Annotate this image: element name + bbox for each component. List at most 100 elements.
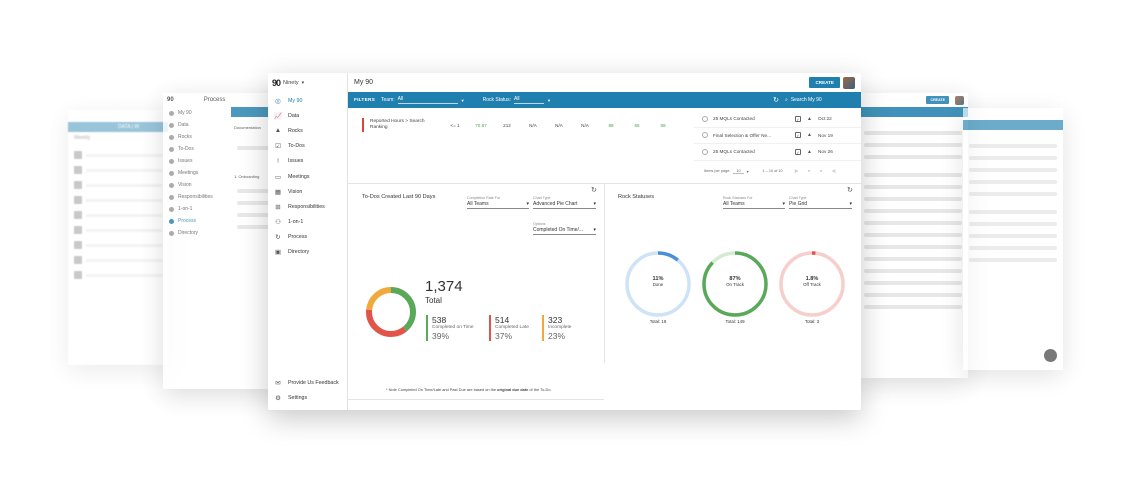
chevron-down-icon: ▾ — [593, 201, 596, 207]
sidebar-item-1-on-1[interactable]: ⚇ 1-on-1 — [268, 215, 347, 230]
chevron-down-icon: ▾ — [301, 80, 305, 86]
sidebar-item-label: Settings — [288, 395, 308, 402]
sidebar-item-label: Data — [288, 112, 300, 119]
item-name: 25 MQLs Contacted — [713, 149, 755, 155]
refresh-icon[interactable]: ↻ — [773, 97, 779, 104]
sidebar-item-responsibilities[interactable]: ⊞ Responsibilities — [268, 199, 347, 214]
documentation-tab[interactable]: Documentation — [234, 125, 261, 130]
gear-icon: ⚙ — [275, 395, 281, 403]
list-item[interactable]: 25 MQLs Contacted ✓ ▲ Oct 22 — [694, 111, 861, 128]
rock-statuses-select[interactable]: Rock Statuses For All Teams ▾ — [723, 196, 785, 209]
search-icon: ⌕ — [785, 97, 788, 103]
target-icon: ◎ — [275, 97, 281, 105]
sidebar-item-label: Responsibilities — [288, 203, 325, 210]
rock-metric-cell: 88 — [608, 122, 614, 128]
status-circle-icon[interactable] — [702, 115, 708, 122]
user-avatar[interactable] — [843, 76, 855, 89]
page-title: My 90 — [354, 79, 374, 86]
sidebar-item-to-dos[interactable]: ☑ To-Dos — [268, 139, 347, 154]
team-filter[interactable]: Team: All ▼ — [381, 96, 465, 104]
main-window: 90 Ninety ▾ ◎ My 90 📈 Data ▲ Rocks ☑ To-Dos ! Iss… — [268, 73, 861, 410]
search-input[interactable]: ⌕ Search My 90 — [785, 97, 822, 103]
sidebar-item-directory[interactable]: ▣ Directory — [268, 245, 347, 260]
rock-metric-cell: <= 1 — [450, 122, 460, 128]
rocks-chart-type-select[interactable]: Chart Type Pie Grid ▾ — [789, 196, 852, 209]
sidebar-item-rocks[interactable]: ▲ Rocks — [268, 123, 347, 138]
checkbox-icon: ☑ — [275, 143, 281, 151]
ring-status-label: Off Track — [803, 282, 821, 287]
ring-center-label: 87% On Track — [705, 276, 765, 287]
stat-label: Completed on Time — [432, 325, 474, 330]
stat-label: Completed Late — [495, 325, 529, 330]
rock-status-ring — [702, 251, 768, 317]
sidebar-item-vision[interactable]: ▦ Vision — [268, 184, 347, 199]
rock-metric-cell: N/A — [555, 122, 563, 128]
divider — [604, 183, 605, 363]
stat-percent: 23% — [548, 331, 566, 341]
sidebar-item-label: To-Dos — [288, 143, 305, 150]
topbar: My 90 CREATE — [348, 73, 861, 92]
rock-metric-cell: 65 — [634, 122, 640, 128]
stat-value: 514 — [495, 315, 510, 325]
sidebar-item-data[interactable]: 📈 Data — [268, 108, 347, 123]
completion-rate-select[interactable]: Completion Rate For All Teams ▾ — [467, 196, 529, 209]
checkbox-icon[interactable]: ✓ — [795, 132, 801, 139]
chevron-down-icon: ▾ — [526, 201, 529, 207]
sidebar-item-meetings[interactable]: ▭ Meetings — [268, 169, 347, 184]
rock-metric-cell: 59 — [660, 122, 666, 128]
rock-row[interactable]: Reported Hours > Search Ranking <= 1 70.6… — [362, 116, 692, 134]
status-circle-icon[interactable] — [702, 132, 708, 139]
mountain-icon: ▲ — [807, 115, 812, 122]
brand[interactable]: 90 Ninety ▾ — [268, 73, 347, 93]
ring-status-label: On Track — [726, 282, 744, 287]
refresh-icon[interactable]: ↻ — [591, 187, 597, 194]
prev-page-icon[interactable]: < — [807, 169, 811, 173]
items-per-page-select[interactable]: 10 — [733, 169, 744, 174]
sidebar-item-process[interactable]: ↻ Process — [268, 230, 347, 245]
donut-slice — [366, 287, 416, 337]
ring-status-label: Done — [652, 282, 664, 287]
people-icon: ⚇ — [275, 219, 281, 227]
background-data-screen: DATA | W Weekly — [68, 110, 168, 365]
footnote: * Note Completed On Time/Late and Past D… — [386, 387, 551, 392]
sidebar-item-issues[interactable]: ! Issues — [268, 154, 347, 169]
todos-donut-chart — [366, 287, 416, 337]
sidebar-item-settings[interactable]: ⚙ Settings — [268, 391, 348, 406]
onboarding-section: 1. Onboarding — [234, 174, 260, 179]
next-page-icon[interactable]: > — [820, 169, 823, 173]
background-process-screen: 90 Process My 90 Data Rocks To-Dos Issue… — [163, 93, 281, 389]
refresh-icon[interactable]: ↻ — [847, 187, 853, 194]
mountain-icon: ▲ — [274, 127, 282, 135]
ring-center-label: 11% Done — [628, 276, 688, 287]
background-issues-screen: CREATE — [858, 93, 968, 378]
chat-fab[interactable] — [1044, 349, 1057, 362]
filter-bar: FILTERS Team: All ▼ Rock Status: All ▼ ↻… — [348, 92, 861, 108]
status-circle-icon[interactable] — [702, 148, 708, 155]
todos-chart-type-select[interactable]: Chart Type Advanced Pie Chart ▾ — [533, 196, 596, 209]
ninety-logo: 90 — [272, 78, 281, 88]
checkbox-icon[interactable]: ✓ — [795, 115, 801, 122]
todos-options-select[interactable]: Options Completed On Time/... ▾ — [533, 222, 596, 235]
sidebar-item-my-90[interactable]: ◎ My 90 — [268, 93, 347, 108]
mountain-icon: ▲ — [807, 132, 812, 139]
rock-status-filter[interactable]: Rock Status: All ▼ — [482, 96, 551, 104]
process-title: Process — [203, 97, 226, 103]
ring-total: Total: 3 — [804, 319, 820, 324]
last-page-icon[interactable]: >| — [832, 169, 836, 173]
feedback-icon: ✉ — [275, 380, 281, 388]
todos-stat: 323 Incomplete 23% — [542, 315, 571, 341]
list-item[interactable]: Final Selection & Offer Ne... ✓ ▲ Nov 19 — [694, 128, 861, 144]
chevron-down-icon: ▼ — [546, 97, 551, 103]
bg-avatar[interactable] — [955, 95, 964, 105]
create-button[interactable]: CREATE — [809, 77, 840, 88]
sidebar-item-provide-us-feedback[interactable]: ✉ Provide Us Feedback — [268, 376, 348, 391]
chevron-down-icon: ▾ — [593, 227, 596, 233]
filters-label: FILTERS — [354, 97, 376, 103]
ring-total: Total: 19 — [649, 319, 667, 324]
list-item[interactable]: 25 MQLs Contacted ✓ ▲ Nov 26 — [694, 144, 861, 161]
bg-create-button[interactable]: CREATE — [926, 96, 949, 104]
checkbox-icon[interactable]: ✓ — [795, 148, 801, 155]
first-page-icon[interactable]: |< — [794, 169, 798, 173]
sidebar-item-label: My 90 — [288, 97, 303, 104]
